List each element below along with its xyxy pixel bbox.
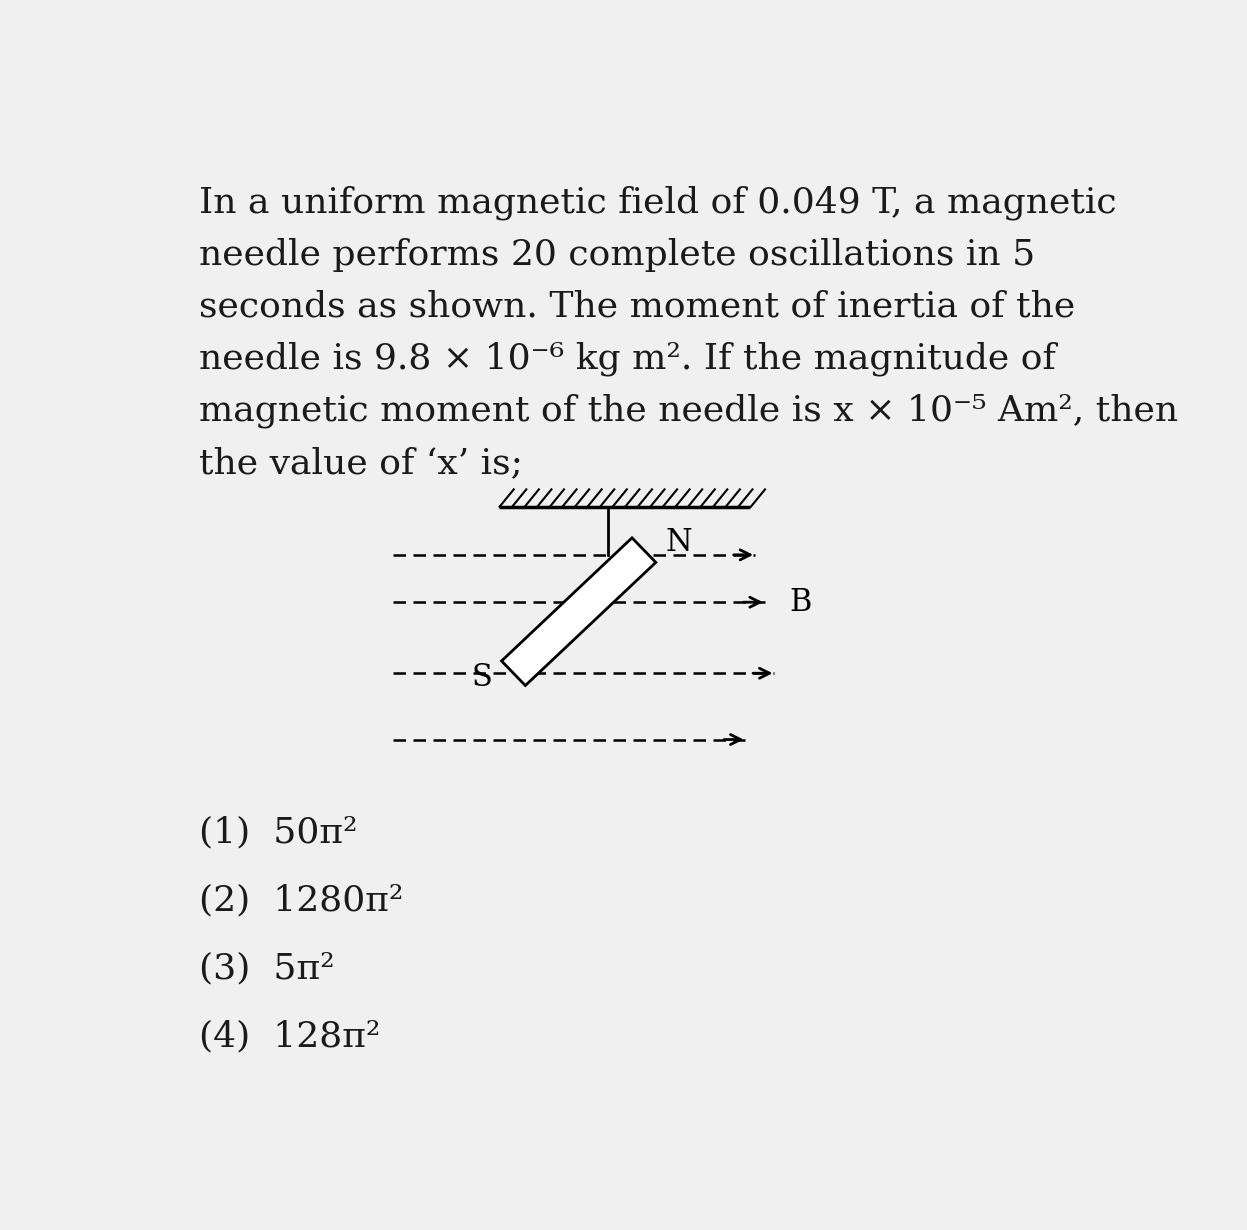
Text: seconds as shown. The moment of inertia of the: seconds as shown. The moment of inertia … [200, 290, 1076, 323]
Text: (2)  1280π²: (2) 1280π² [200, 883, 404, 918]
Text: needle is 9.8 × 10⁻⁶ kg m². If the magnitude of: needle is 9.8 × 10⁻⁶ kg m². If the magni… [200, 342, 1056, 376]
Text: magnetic moment of the needle is x × 10⁻⁵ Am², then: magnetic moment of the needle is x × 10⁻… [200, 394, 1178, 428]
Text: N: N [665, 526, 692, 558]
Text: the value of ‘x’ is;: the value of ‘x’ is; [200, 446, 524, 480]
Text: B: B [789, 587, 812, 617]
Text: S: S [471, 663, 493, 694]
Text: In a uniform magnetic field of 0.049 T, a magnetic: In a uniform magnetic field of 0.049 T, … [200, 186, 1117, 220]
Polygon shape [501, 538, 656, 685]
Text: (4)  128π²: (4) 128π² [200, 1020, 380, 1054]
Text: needle performs 20 complete oscillations in 5: needle performs 20 complete oscillations… [200, 237, 1035, 272]
Text: (1)  50π²: (1) 50π² [200, 815, 358, 849]
Text: (3)  5π²: (3) 5π² [200, 952, 335, 985]
